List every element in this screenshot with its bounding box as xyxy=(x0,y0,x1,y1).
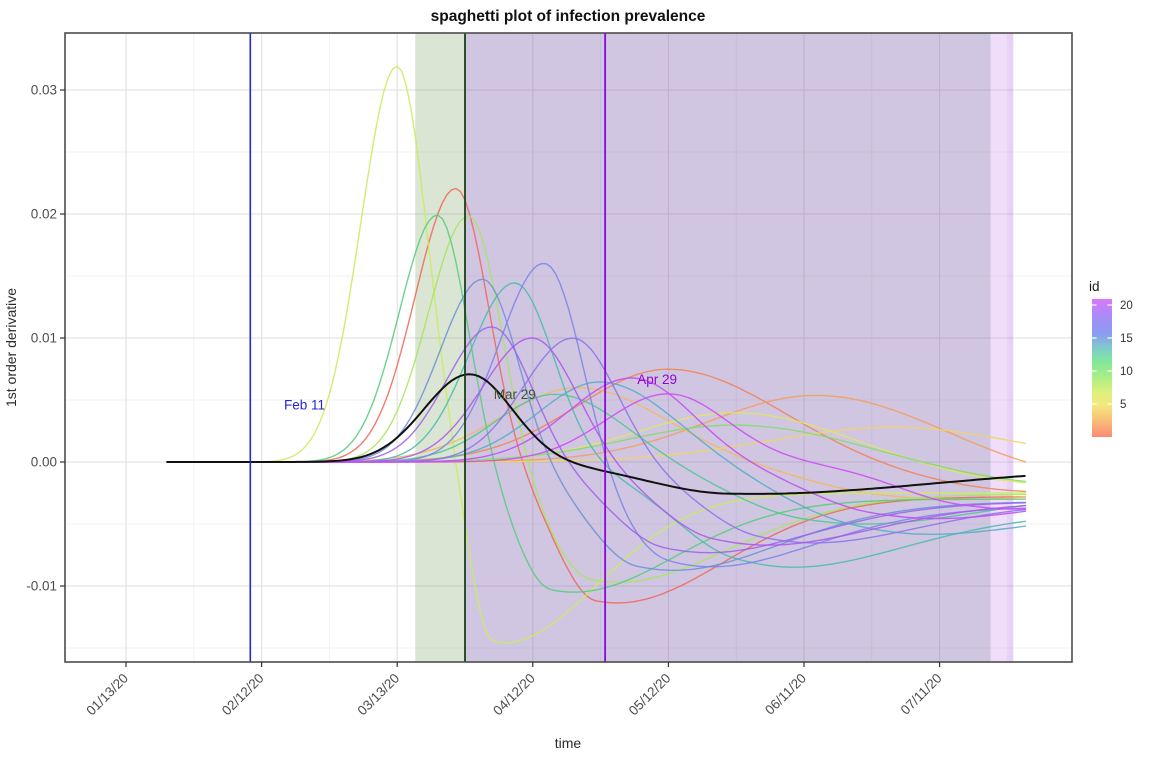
legend-tick-label: 10 xyxy=(1120,366,1133,378)
x-tick-label: 06/11/20 xyxy=(762,671,809,718)
legend-colorbar: 20 15 10 5 xyxy=(1092,299,1133,437)
legend-gradient-bar xyxy=(1092,299,1112,437)
y-tick-label: 0.01 xyxy=(31,331,57,346)
annotation-feb-11: Feb 11 xyxy=(284,397,325,412)
y-tick-label: 0.02 xyxy=(31,207,57,222)
purple-band xyxy=(465,33,991,662)
y-axis-title: 1st order derivative xyxy=(3,288,19,407)
mean-line xyxy=(166,373,1026,495)
legend-tick-label: 20 xyxy=(1120,300,1133,312)
x-tick-label: 04/12/20 xyxy=(490,671,538,719)
x-tick-label: 03/13/20 xyxy=(355,671,403,719)
gridlines xyxy=(65,33,1072,662)
legend-tick-label: 15 xyxy=(1120,333,1133,345)
annotation-apr-29: Apr 29 xyxy=(637,372,677,387)
light-purple-band xyxy=(990,33,1009,662)
series-line-id-7 xyxy=(166,65,1027,644)
x-tick-label: 02/12/20 xyxy=(219,671,267,719)
legend-tick-label: 5 xyxy=(1120,399,1126,411)
y-tick-label: -0.01 xyxy=(26,579,57,594)
light-purple-edge xyxy=(1008,33,1014,662)
chart-title: spaghetti plot of infection prevalence xyxy=(431,8,706,25)
event-labels: Feb 11 Mar 29 Apr 29 xyxy=(284,372,677,412)
spaghetti-lines xyxy=(166,65,1027,644)
legend-title: id xyxy=(1089,279,1100,294)
x-tick-label: 07/11/20 xyxy=(898,671,945,718)
event-vlines xyxy=(249,33,607,662)
annotation-mar-29: Mar 29 xyxy=(494,387,536,402)
y-tick-label: 0.03 xyxy=(31,83,57,98)
x-axis-title: time xyxy=(555,735,582,751)
y-tick-label: 0.00 xyxy=(31,455,57,470)
x-tick-label: 05/12/20 xyxy=(626,671,674,719)
panel-border xyxy=(64,32,1073,663)
x-tick-label: 01/13/20 xyxy=(83,671,131,719)
